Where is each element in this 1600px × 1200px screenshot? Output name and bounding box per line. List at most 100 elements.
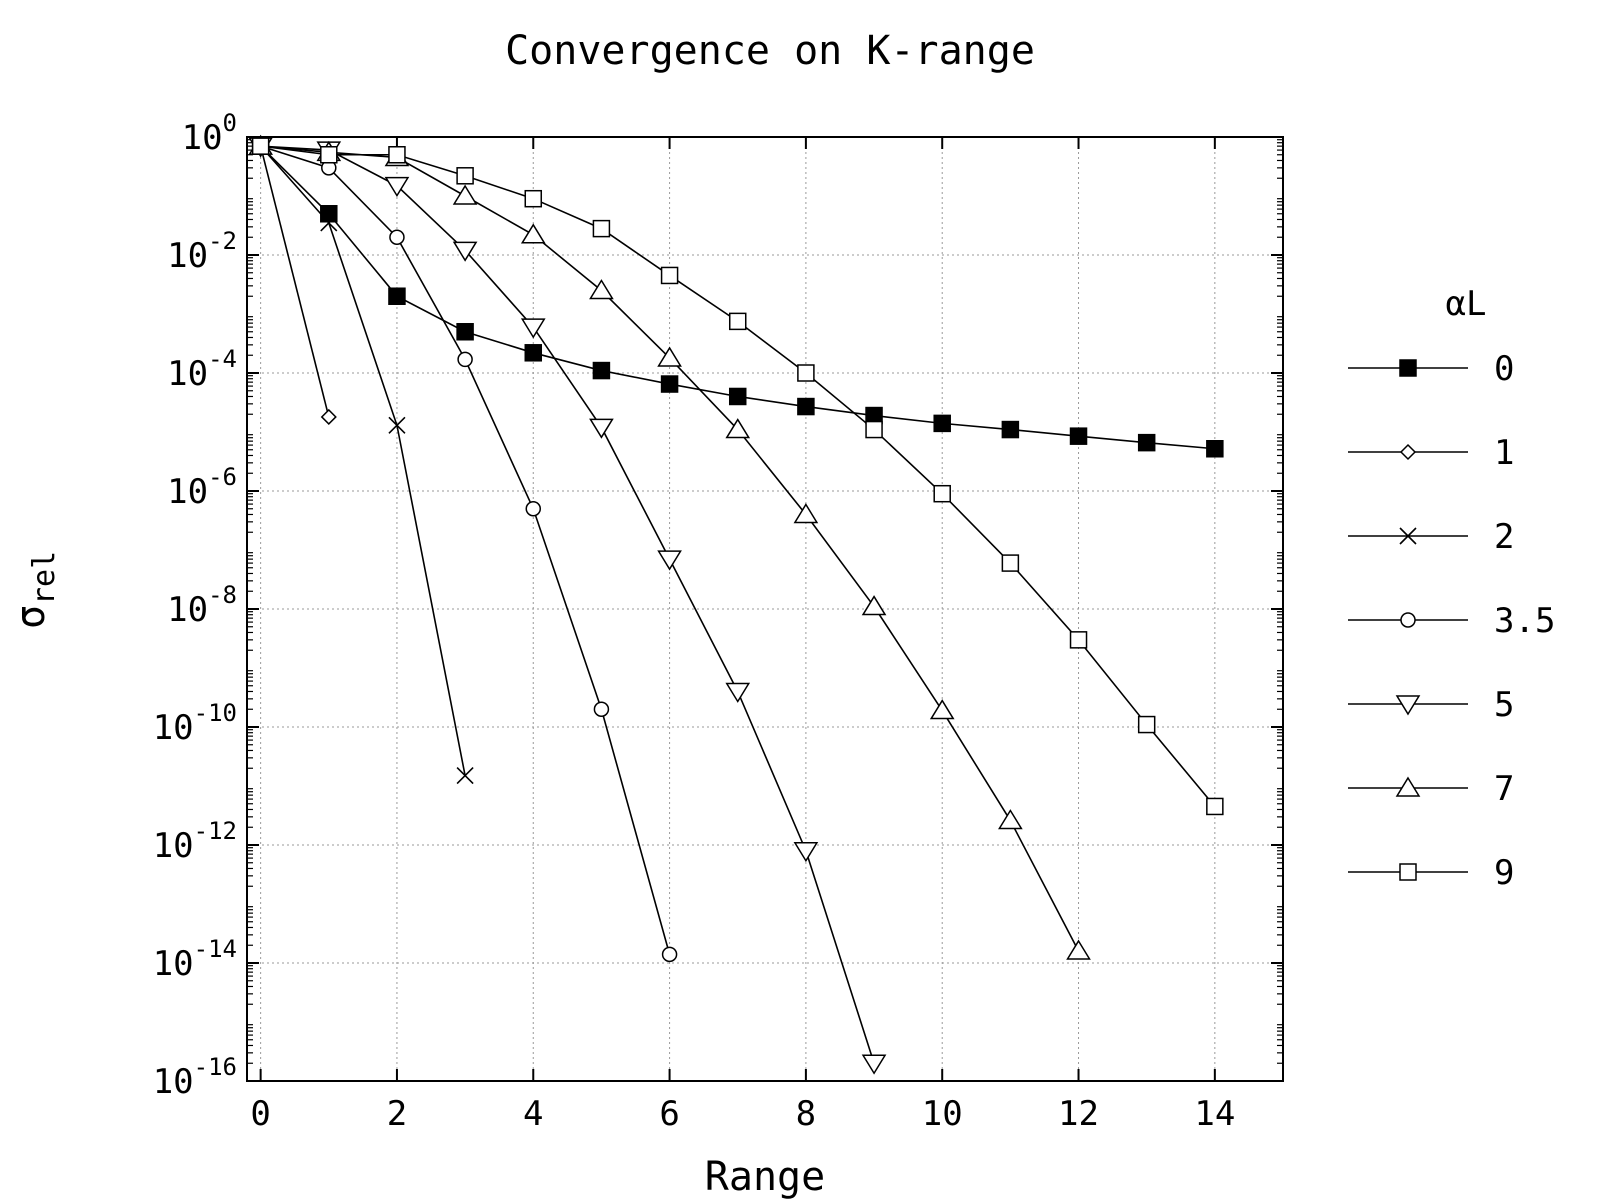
data-point: [456, 767, 474, 785]
y-axis-label-sub: rel: [27, 551, 62, 605]
series-line: [259, 145, 330, 418]
y-tick-exponent: 0: [223, 109, 237, 137]
data-point: [520, 223, 546, 244]
data-point: [251, 137, 270, 155]
series-line: [260, 145, 671, 955]
y-tick-label: 10-4: [167, 345, 237, 394]
data-point: [592, 219, 611, 238]
legend-entry: 3.5: [1348, 601, 1555, 641]
y-tick-base: 10: [167, 236, 208, 276]
y-tick-exponent: -12: [194, 817, 237, 845]
x-tick-label: 14: [1194, 1094, 1235, 1134]
y-tick-label: 10-6: [167, 463, 237, 512]
legend-marker: [1399, 527, 1417, 545]
data-point: [1001, 554, 1020, 572]
y-tick-label: 10-10: [153, 699, 237, 748]
y-tick-exponent: -14: [194, 935, 237, 963]
y-tick-base: 10: [153, 944, 194, 984]
series-alphaL-5: [248, 137, 887, 1075]
legend-marker: [1399, 443, 1417, 461]
chart-title: Convergence on K-range: [505, 28, 1035, 74]
legend-label: 9: [1494, 853, 1514, 893]
data-point: [1137, 433, 1156, 452]
x-tick-label: 12: [1058, 1094, 1099, 1134]
data-point: [657, 550, 682, 571]
x-tick-label: 10: [922, 1094, 963, 1134]
series-alphaL-1: [252, 138, 337, 425]
data-point: [320, 408, 337, 425]
data-point: [861, 595, 887, 616]
data-point: [797, 397, 815, 416]
data-point: [661, 946, 678, 963]
legend: αL 0 1 2 3.5 5 7 9: [1348, 284, 1555, 893]
data-point: [593, 701, 610, 717]
data-point: [793, 503, 819, 524]
y-tick-exponent: -8: [208, 581, 237, 609]
data-point: [388, 416, 406, 434]
y-tick-label: 100: [182, 109, 237, 158]
legend-marker: [1395, 695, 1421, 716]
data-point: [929, 699, 955, 720]
y-axis-label: σrel: [8, 551, 62, 629]
x-tick-label: 0: [250, 1094, 270, 1134]
series-line: [260, 145, 1216, 807]
y-tick-exponent: -4: [208, 345, 237, 373]
x-tick-label: 8: [796, 1094, 816, 1134]
y-tick-exponent: -2: [208, 227, 237, 255]
legend-label: 3.5: [1494, 601, 1555, 641]
data-point: [998, 809, 1023, 830]
x-tick-label: 4: [523, 1094, 543, 1134]
legend-entry: 7: [1348, 769, 1514, 809]
data-point: [456, 323, 474, 341]
legend-entry: 9: [1348, 853, 1514, 893]
legend-entry: 1: [1348, 433, 1514, 473]
y-tick-base: 10: [182, 118, 223, 158]
x-tick-label: 6: [659, 1094, 679, 1134]
legend-label: 0: [1494, 349, 1514, 389]
y-tick-base: 10: [167, 590, 208, 630]
y-tick-base: 10: [167, 472, 208, 512]
data-point: [660, 375, 679, 393]
legend-entry: 2: [1348, 517, 1514, 557]
data-point: [1137, 715, 1156, 734]
legend-entry: 5: [1348, 685, 1514, 725]
data-point: [933, 484, 951, 503]
data-point: [865, 420, 883, 439]
series-alphaL-2: [252, 137, 474, 785]
data-point: [389, 229, 405, 245]
data-point: [457, 351, 473, 368]
data-point: [388, 146, 406, 164]
y-tick-exponent: -16: [194, 1053, 237, 1081]
data-point: [660, 266, 679, 285]
series-line: [260, 145, 466, 776]
y-tick-label: 10-14: [153, 935, 237, 984]
data-point: [388, 287, 406, 305]
data-point: [657, 346, 682, 367]
axes-layer: 0 2 4 6 8 10 12 1410010-210-410-610-810-1010-12…: [153, 109, 1284, 1134]
y-tick-label: 10-8: [167, 581, 237, 630]
series-layer: [248, 134, 1224, 1075]
y-tick-label: 10-16: [153, 1053, 237, 1102]
data-point: [320, 146, 338, 164]
legend-label: 1: [1494, 433, 1514, 473]
series-line: [260, 145, 875, 1064]
data-point: [725, 682, 751, 703]
data-point: [592, 361, 611, 380]
legend-marker: [1400, 612, 1416, 628]
data-point: [452, 241, 478, 262]
legend-label: 5: [1494, 685, 1514, 725]
legend-label: 2: [1494, 517, 1514, 557]
data-point: [589, 279, 614, 300]
data-point: [1069, 427, 1088, 445]
legend-title: αL: [1446, 284, 1487, 324]
data-point: [793, 841, 819, 863]
data-point: [728, 312, 747, 331]
legend-marker: [1395, 776, 1421, 797]
data-point: [797, 364, 815, 382]
data-point: [452, 184, 478, 205]
data-point: [524, 344, 543, 362]
legend-marker: [1399, 359, 1417, 377]
legend-marker: [1399, 863, 1417, 881]
x-axis-label: Range: [705, 1154, 825, 1200]
data-point: [589, 418, 614, 439]
